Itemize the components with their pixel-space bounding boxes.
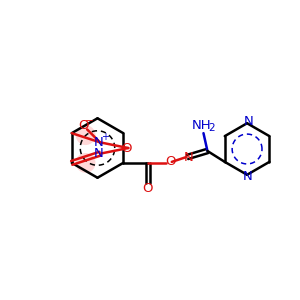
Text: O: O [166,155,176,168]
Text: N: N [184,152,194,164]
Text: +: + [101,132,109,142]
Text: O: O [121,142,132,154]
Text: O: O [143,182,153,195]
Text: −: − [85,116,94,125]
Circle shape [76,153,95,173]
Text: O: O [78,119,88,132]
Text: 2: 2 [208,123,215,133]
Text: N: N [244,115,254,128]
Text: NH: NH [192,119,211,132]
Text: N: N [94,147,104,160]
Text: N: N [94,136,104,149]
Text: N: N [243,170,253,183]
Circle shape [76,125,95,145]
